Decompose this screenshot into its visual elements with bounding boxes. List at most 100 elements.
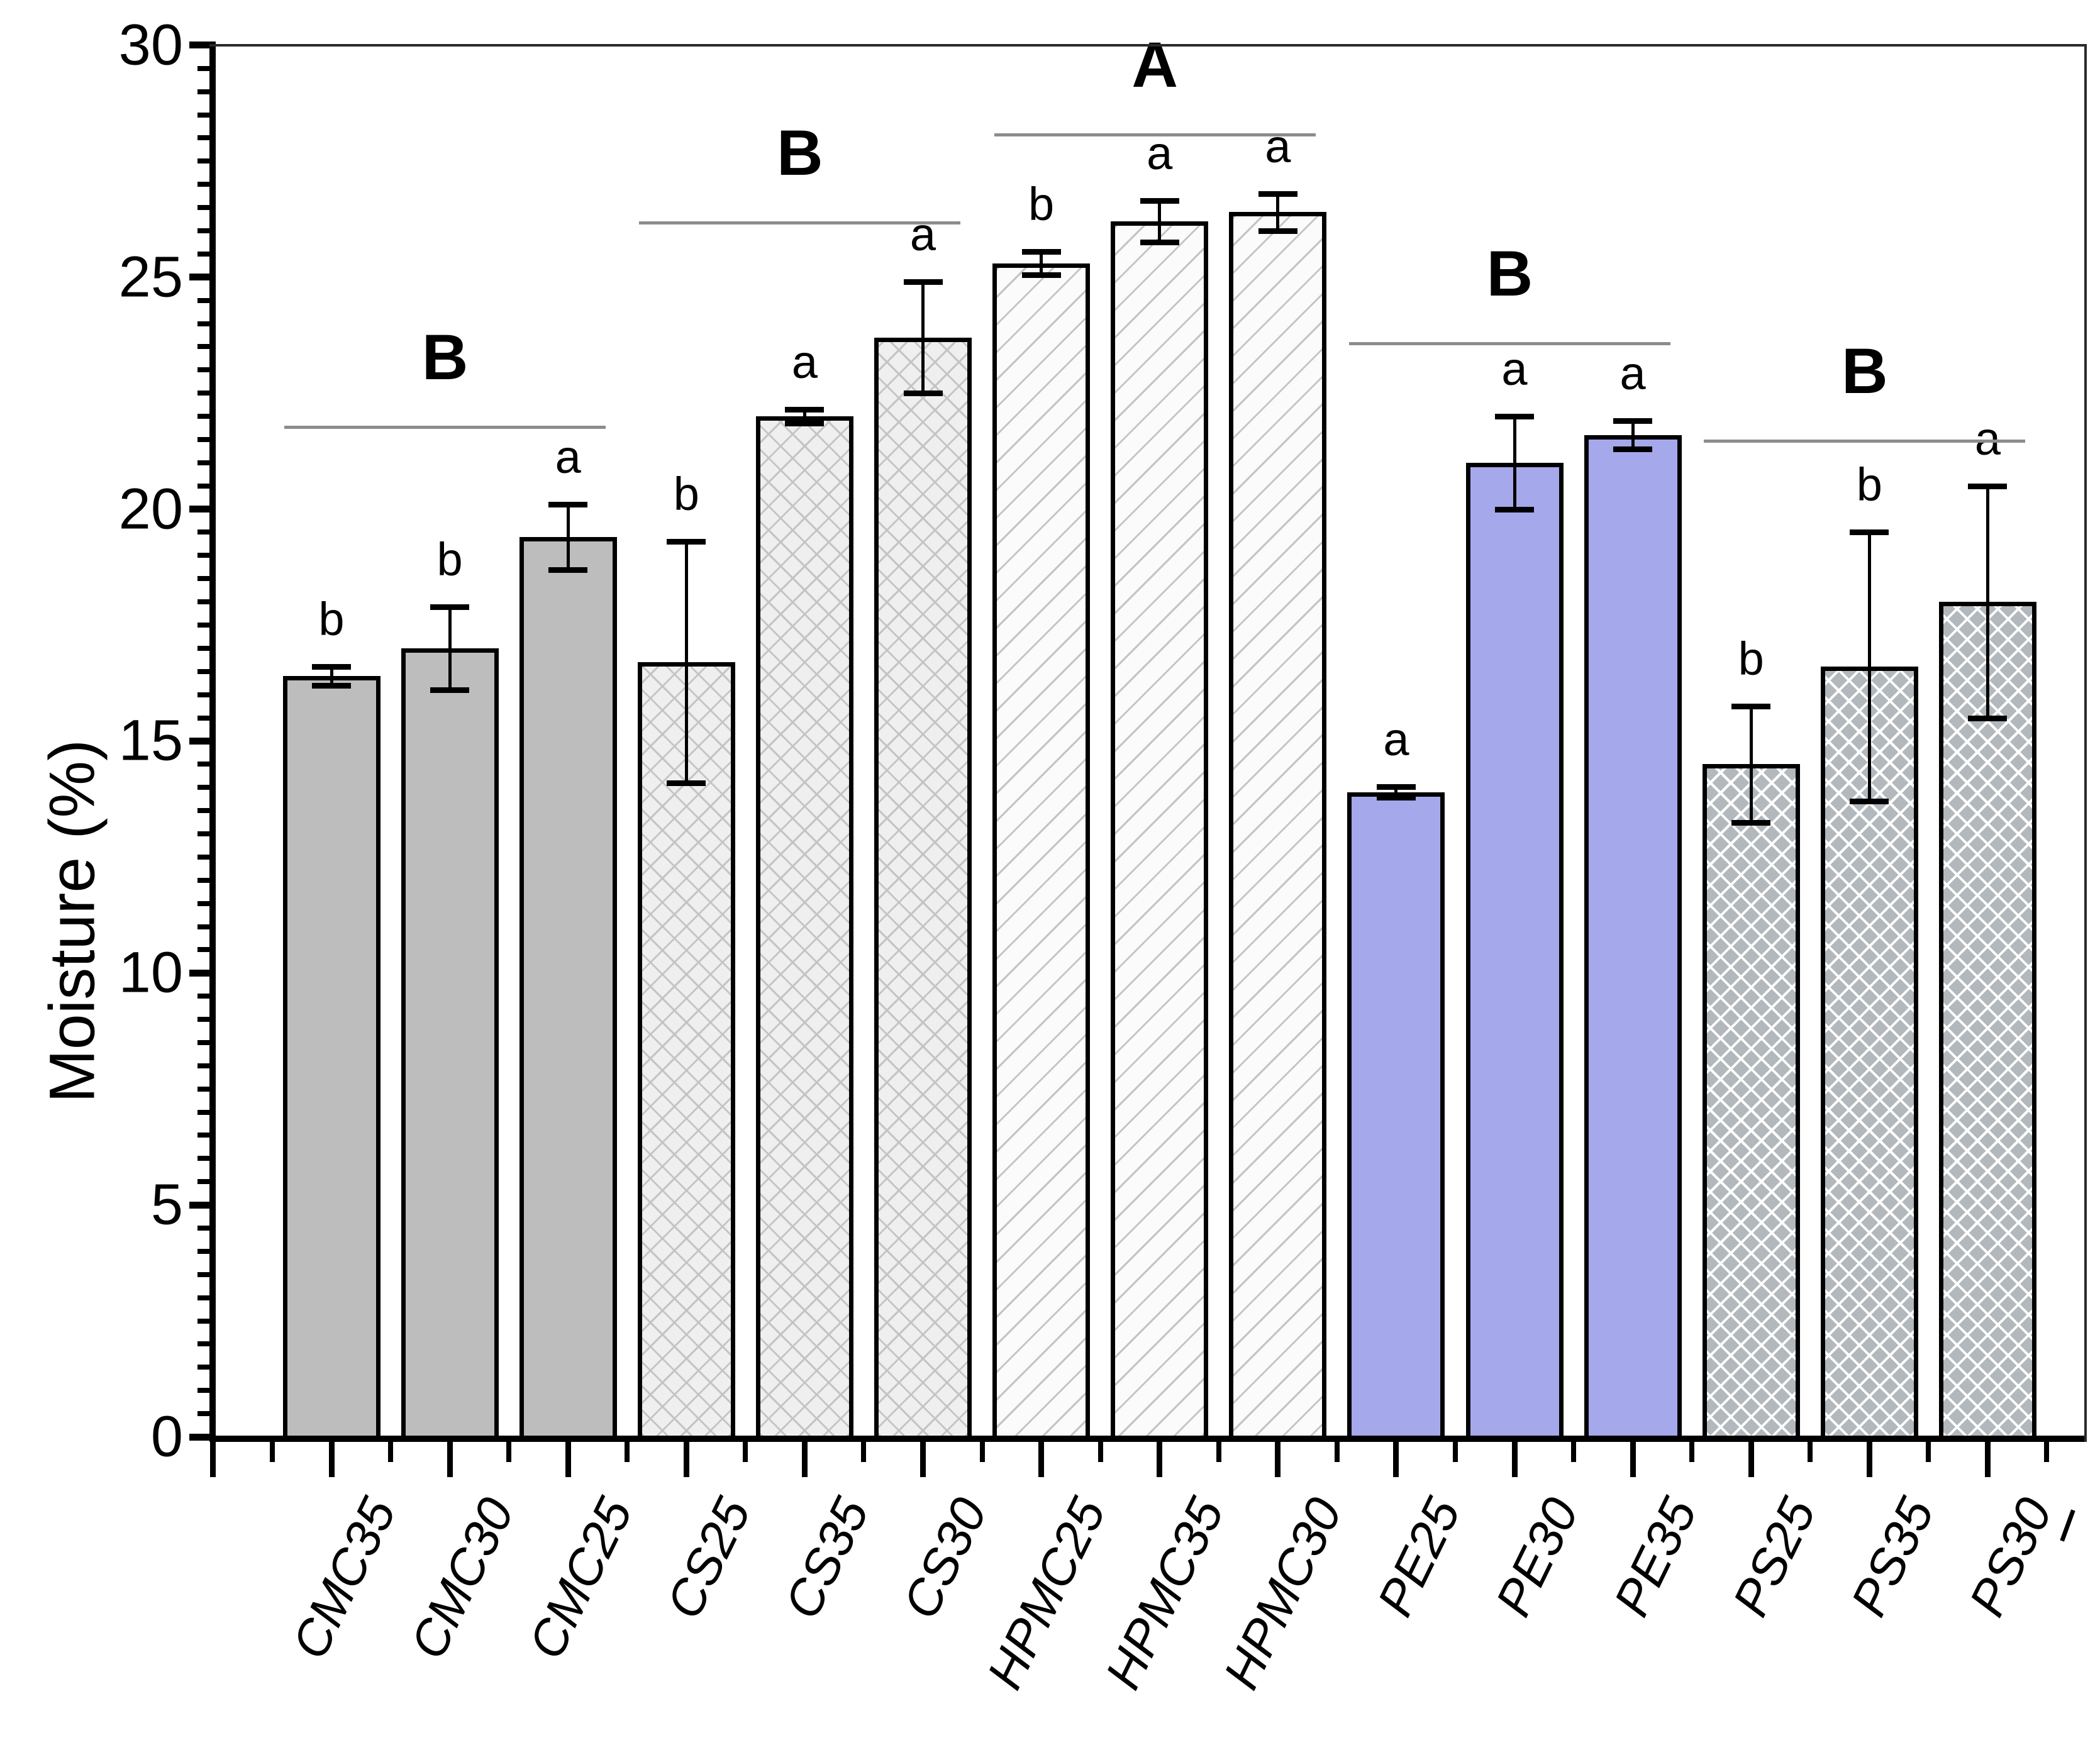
y-minor-tick: [197, 460, 209, 465]
y-minor-tick: [197, 414, 209, 419]
x-category-label-CS35: CS35: [774, 1489, 880, 1627]
x-minor-tick: [1926, 1442, 1931, 1462]
sig-letter-CMC35: b: [318, 593, 345, 646]
error-bar-line: [1749, 706, 1753, 823]
sig-letter-PE30: a: [1501, 343, 1528, 396]
x-major-tick: [210, 1442, 216, 1477]
y-minor-tick: [197, 391, 209, 396]
bar-PS30: [1938, 602, 2036, 1440]
error-bar-cap-top: [1140, 198, 1179, 204]
y-minor-tick: [197, 1179, 209, 1185]
error-bar-cap-bottom: [1850, 799, 1889, 805]
x-minor-tick: [1097, 1442, 1103, 1462]
sig-letter-PS30: a: [1974, 412, 2001, 465]
y-minor-tick: [197, 344, 209, 350]
error-bar-cap-bottom: [1376, 795, 1416, 801]
y-minor-tick: [197, 715, 209, 721]
x-minor-tick: [506, 1442, 512, 1462]
x-minor-tick: [979, 1442, 985, 1462]
y-minor-tick: [197, 158, 209, 164]
sig-letter-PS35: b: [1856, 458, 1882, 511]
sig-letter-CMC25: a: [555, 431, 581, 484]
y-minor-tick: [197, 877, 209, 883]
sig-letter-HPMC25: b: [1028, 178, 1055, 231]
y-minor-tick: [197, 1411, 209, 1417]
y-axis-line: [209, 42, 216, 1441]
x-minor-tick: [1571, 1442, 1577, 1462]
x-major-tick: [920, 1442, 926, 1477]
error-bar-cap-top: [312, 664, 351, 670]
y-tick-label: 15: [118, 708, 183, 773]
y-minor-tick: [197, 762, 209, 767]
y-minor-tick: [197, 924, 209, 929]
bar-PE35: [1584, 435, 1682, 1440]
x-major-tick: [1393, 1442, 1399, 1477]
y-minor-tick: [197, 1109, 209, 1115]
x-category-label-PS25: PS25: [1721, 1489, 1826, 1625]
group-label-A: A: [1131, 29, 1179, 101]
x-minor-tick: [743, 1442, 748, 1462]
x-minor-tick: [1689, 1442, 1695, 1462]
bar-PE30: [1465, 462, 1564, 1440]
y-minor-tick: [197, 297, 209, 303]
error-bar-line: [566, 504, 570, 570]
y-minor-tick: [197, 89, 209, 94]
y-minor-tick: [197, 1318, 209, 1324]
y-minor-tick: [197, 1017, 209, 1022]
y-major-tick: [189, 506, 209, 513]
sig-letter-HPMC30: a: [1265, 119, 1291, 172]
error-bar-cap-top: [1850, 529, 1889, 536]
error-bar-cap-bottom: [1021, 272, 1061, 279]
error-bar-line: [330, 667, 333, 685]
error-bar-cap-bottom: [903, 391, 943, 397]
y-tick-label: 25: [118, 245, 183, 309]
y-minor-tick: [197, 1388, 209, 1393]
error-bar-cap-bottom: [785, 421, 825, 427]
x-category-label-PE25: PE25: [1367, 1489, 1471, 1625]
group-label-B: B: [1841, 335, 1888, 407]
bar-PS25: [1702, 764, 1800, 1440]
y-tick-label: 30: [118, 13, 183, 77]
error-bar-cap-top: [785, 406, 825, 413]
x-category-label-PE35: PE35: [1603, 1489, 1708, 1625]
y-minor-tick: [197, 553, 209, 558]
sig-letter-CS25: b: [673, 468, 699, 521]
y-major-tick: [189, 274, 209, 281]
group-line-A: [994, 133, 1316, 137]
y-minor-tick: [197, 1226, 209, 1231]
x-minor-tick: [1334, 1442, 1340, 1462]
sig-letter-CMC30: b: [436, 533, 463, 585]
y-minor-tick: [197, 1039, 209, 1045]
error-bar-cap-top: [430, 604, 470, 610]
bar-HPMC30: [1229, 212, 1327, 1440]
y-minor-tick: [197, 205, 209, 211]
bar-PS35: [1820, 667, 1918, 1440]
y-minor-tick: [197, 1063, 209, 1068]
x-major-tick: [565, 1442, 571, 1477]
error-bar-cap-bottom: [1731, 819, 1771, 826]
y-minor-tick: [197, 112, 209, 118]
error-bar-line: [921, 282, 925, 394]
error-bar-cap-bottom: [1613, 446, 1653, 452]
x-category-label-CMC35: CMC35: [281, 1489, 406, 1668]
group-label-B: B: [421, 321, 469, 393]
error-bar-cap-top: [1613, 418, 1653, 424]
y-minor-tick: [197, 692, 209, 697]
x-major-tick: [1984, 1442, 1991, 1477]
y-axis-title: Moisture (%): [36, 739, 108, 1104]
y-tick-label: 10: [118, 940, 183, 1005]
bar-CMC30: [401, 648, 499, 1440]
error-bar-cap-bottom: [548, 567, 588, 573]
error-bar-cap-top: [548, 502, 588, 508]
error-bar-cap-top: [1258, 191, 1297, 197]
error-bar-line: [1394, 786, 1398, 798]
bar-HPMC25: [992, 263, 1091, 1440]
sig-letter-HPMC35: a: [1147, 127, 1173, 180]
error-bar-line: [684, 541, 688, 783]
error-bar-cap-bottom: [667, 780, 706, 786]
y-minor-tick: [197, 831, 209, 836]
error-bar-line: [803, 409, 806, 424]
x-minor-tick: [2044, 1442, 2050, 1462]
y-minor-tick: [197, 599, 209, 605]
y-minor-tick: [197, 321, 209, 326]
